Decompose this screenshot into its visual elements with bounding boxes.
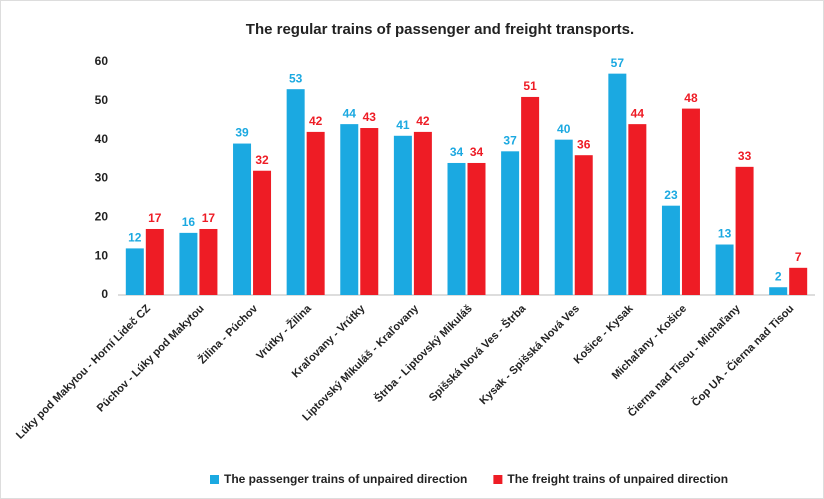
bar — [360, 128, 379, 295]
legend-label: The freight trains of unpaired direction — [507, 472, 728, 486]
data-label: 32 — [255, 153, 269, 167]
data-label: 17 — [202, 211, 216, 225]
bar — [413, 131, 432, 295]
bar — [393, 135, 412, 295]
data-label: 2 — [775, 269, 782, 283]
data-label: 42 — [309, 114, 323, 128]
bar — [715, 244, 734, 295]
bar — [179, 232, 198, 295]
bar — [233, 143, 252, 295]
data-label: 53 — [289, 71, 303, 85]
bar — [286, 89, 305, 295]
y-tick-label: 10 — [95, 248, 109, 262]
bar — [447, 162, 466, 295]
legend-swatch — [210, 475, 219, 484]
legend-label: The passenger trains of unpaired directi… — [224, 472, 467, 486]
chart-title: The regular trains of passenger and frei… — [246, 21, 634, 38]
bar — [769, 287, 788, 295]
bar — [306, 131, 325, 295]
bar — [574, 155, 593, 295]
bar — [628, 124, 647, 295]
y-tick-label: 50 — [95, 93, 109, 107]
y-tick-label: 20 — [95, 210, 109, 224]
bar — [521, 96, 540, 295]
bar — [735, 166, 754, 295]
data-label: 36 — [577, 137, 591, 151]
bar — [125, 248, 144, 295]
data-label: 33 — [738, 149, 752, 163]
y-tick-label: 40 — [95, 132, 109, 146]
data-label: 48 — [684, 91, 698, 105]
data-label: 44 — [631, 106, 645, 120]
data-label: 17 — [148, 211, 162, 225]
data-label: 34 — [450, 145, 464, 159]
bar — [681, 108, 700, 295]
data-label: 37 — [503, 133, 517, 147]
bar — [789, 267, 808, 295]
bar — [501, 151, 520, 295]
bar — [253, 170, 272, 295]
data-label: 16 — [182, 215, 196, 229]
data-label: 23 — [664, 188, 678, 202]
y-tick-label: 0 — [101, 287, 108, 301]
data-label: 40 — [557, 122, 571, 136]
data-label: 13 — [718, 227, 732, 241]
data-label: 51 — [523, 79, 537, 93]
data-label: 39 — [235, 126, 249, 140]
y-tick-label: 30 — [95, 171, 109, 185]
bar — [467, 162, 486, 295]
bar — [199, 228, 218, 295]
data-label: 57 — [611, 56, 625, 70]
data-label: 7 — [795, 250, 802, 264]
data-label: 44 — [343, 106, 357, 120]
legend-swatch — [493, 475, 503, 484]
data-label: 34 — [470, 145, 484, 159]
data-label: 12 — [128, 231, 142, 245]
bar — [554, 139, 573, 295]
bar — [340, 124, 359, 295]
data-label: 41 — [396, 118, 410, 132]
data-label: 43 — [363, 110, 377, 124]
bar — [608, 73, 627, 296]
bar — [145, 228, 164, 295]
bar — [661, 205, 680, 295]
y-tick-label: 60 — [95, 54, 109, 68]
data-label: 42 — [416, 114, 430, 128]
